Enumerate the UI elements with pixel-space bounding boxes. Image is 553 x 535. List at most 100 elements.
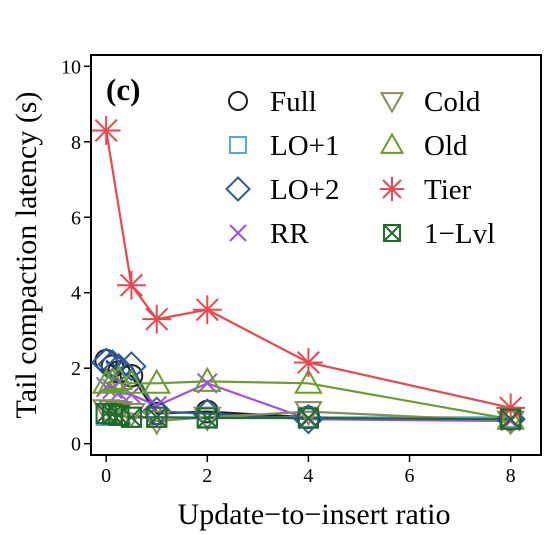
data-point-tier-stroke-b	[94, 118, 118, 142]
data-point-rr	[196, 372, 218, 394]
data-point-old-shape	[142, 368, 172, 394]
legend-marker-tier-stroke-b	[382, 179, 402, 199]
data-point-old-shape	[98, 366, 127, 392]
series-markers	[90, 116, 526, 436]
data-point-1-lvl-box	[146, 406, 168, 428]
data-point-1-lvl	[297, 407, 320, 429]
data-point-old	[104, 364, 134, 390]
y-tick-label: 8	[71, 132, 81, 154]
y-tick-label: 2	[71, 358, 81, 380]
data-point-1-lvl-stroke-b	[121, 406, 142, 428]
data-point-cold	[294, 401, 323, 427]
data-point-tier	[294, 348, 323, 377]
data-point-cold-shape	[117, 403, 146, 429]
data-point-1-lvl-stroke-b	[146, 406, 168, 428]
data-point-1-lvl	[120, 406, 143, 428]
data-point-old-shape	[294, 368, 323, 394]
legend-marker-cold	[379, 92, 405, 114]
legend-label-lo-2: LO+2	[270, 174, 340, 206]
x-tick-label: 2	[202, 465, 212, 487]
data-point-1-lvl	[500, 408, 522, 430]
data-point-full	[119, 363, 144, 388]
data-point-tier-stroke-b	[499, 396, 523, 420]
y-axis-label: Tail compaction latency (s)	[10, 92, 43, 419]
data-point-old	[192, 366, 222, 392]
data-point-tier-stroke-b	[195, 298, 219, 322]
legend-marker-full	[228, 91, 248, 111]
legend-marker-cold-shape	[379, 92, 405, 114]
data-point-tier	[192, 295, 222, 325]
data-point-1-lvl-stroke-b	[95, 403, 117, 424]
legend-marker-1-lvl	[383, 224, 401, 242]
data-point-tier-stroke-b	[119, 273, 143, 297]
legend-marker-old	[379, 132, 405, 154]
x-tick-label: 4	[303, 465, 313, 487]
data-point-1-lvl	[146, 406, 168, 428]
data-point-tier-stroke-b	[296, 351, 320, 375]
legend-marker-full-shape	[228, 91, 248, 111]
data-point-tier	[496, 393, 526, 423]
legend-label-old: Old	[424, 130, 468, 162]
legend-marker-1-lvl-box	[383, 224, 401, 242]
legend-label-cold: Cold	[424, 86, 481, 118]
data-point-1-lvl-box	[120, 406, 143, 428]
data-point-old	[91, 368, 121, 394]
data-point-rr-stroke-b	[196, 372, 218, 394]
axes: 0 2 4 6 8 0 2 4 6 8 10	[61, 56, 516, 487]
data-point-old-shape	[192, 366, 222, 392]
data-point-1-lvl-stroke-b	[102, 403, 123, 425]
x-tick-label: 8	[506, 465, 516, 487]
data-point-old	[142, 368, 172, 394]
data-point-lo-2	[116, 351, 147, 382]
x-tick-label: 6	[405, 465, 415, 487]
data-point-old-shape	[117, 368, 146, 394]
data-point-lo-2-shape	[116, 351, 147, 382]
legend-marker-1-lvl-stroke-b	[383, 224, 401, 242]
legend-marker-lo-2	[225, 176, 251, 202]
legend-marker-lo-1	[229, 136, 247, 154]
data-point-cold-shape	[98, 400, 127, 426]
data-point-cold-shape	[294, 401, 323, 427]
legend-label-rr: RR	[270, 218, 309, 250]
data-point-1-lvl-stroke-b	[196, 407, 218, 429]
x-axis-label: Update−to−insert ratio	[178, 498, 451, 531]
legend-marker-rr-stroke-b	[229, 224, 247, 242]
data-point-cold	[98, 400, 127, 426]
legend-marker-tier	[380, 177, 404, 201]
data-point-1-lvl-stroke-b	[298, 407, 319, 429]
data-point-old	[98, 366, 127, 392]
y-tick-label: 10	[61, 56, 81, 78]
y-tick-label: 0	[71, 434, 81, 456]
data-point-tier	[142, 304, 172, 334]
data-point-cold	[117, 403, 146, 429]
data-point-1-lvl-box	[500, 408, 522, 430]
legend-marker-lo-2-shape	[225, 176, 251, 202]
data-point-old	[294, 368, 323, 394]
plot-area	[90, 54, 542, 456]
legend: Full LO+1 LO+2 RR Cold Old Tier 1−Lvl	[225, 86, 495, 250]
legend-label-tier: Tier	[424, 174, 472, 206]
data-point-tier	[91, 116, 121, 145]
data-point-1-lvl-stroke-b	[500, 408, 521, 430]
legend-marker-old-shape	[379, 132, 405, 154]
data-point-tier	[117, 270, 146, 300]
y-tick-label: 4	[71, 283, 81, 305]
y-tick-label: 6	[71, 207, 81, 229]
legend-marker-lo-1-shape	[229, 136, 247, 154]
x-tick-label: 0	[101, 465, 111, 487]
legend-marker-rr	[229, 224, 247, 242]
data-point-full-shape	[119, 363, 144, 388]
data-point-old-shape	[91, 368, 121, 394]
legend-label-full: Full	[270, 86, 317, 118]
data-point-1-lvl-box	[196, 407, 218, 429]
data-point-old-shape	[104, 364, 134, 390]
legend-label-1-lvl: 1−Lvl	[424, 218, 495, 250]
data-point-1-lvl-stroke-b	[108, 405, 130, 426]
data-point-tier-stroke-b	[145, 307, 169, 331]
data-point-1-lvl-box	[297, 407, 320, 429]
data-point-old	[117, 368, 146, 394]
plot-frame	[90, 54, 542, 456]
series-line-tier	[105, 130, 511, 409]
legend-label-lo-1: LO+1	[270, 130, 340, 162]
